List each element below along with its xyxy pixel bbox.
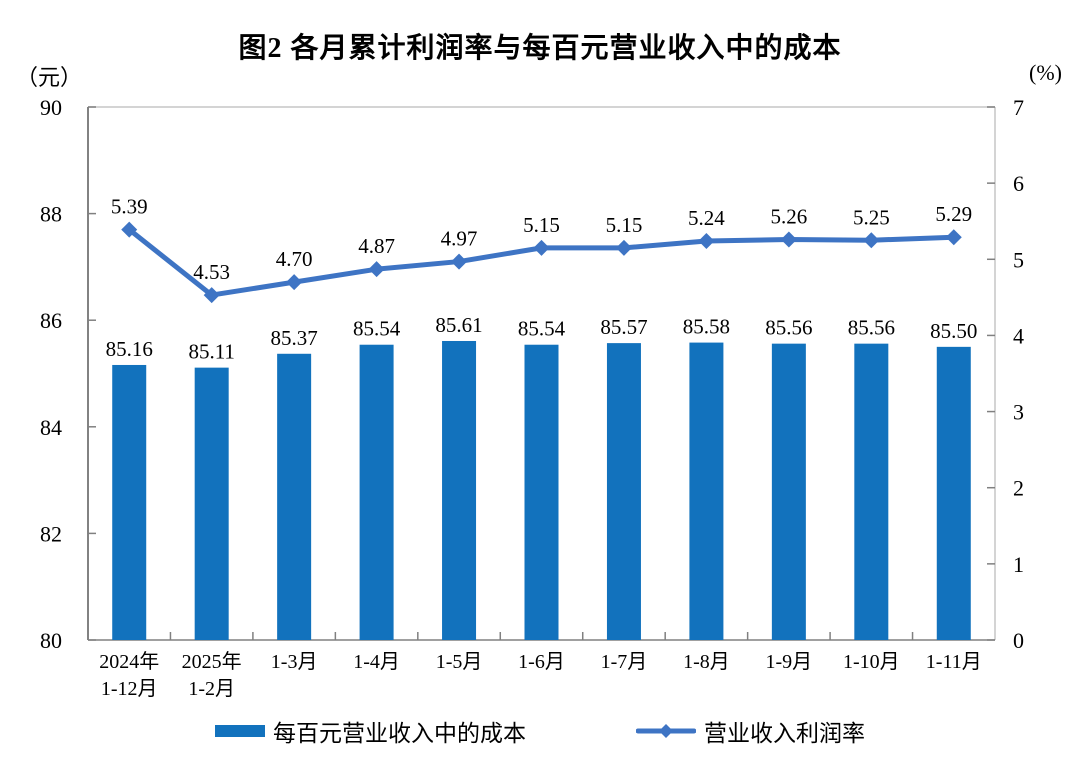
line-marker	[945, 229, 962, 246]
x-axis-label: 1-8月	[683, 651, 730, 673]
line-value-label: 5.15	[606, 213, 643, 237]
line-marker	[286, 274, 303, 291]
x-axis-label: 2025年 1-2月	[182, 650, 242, 700]
left-axis-tick-label: 90	[40, 95, 62, 120]
line-marker	[533, 239, 550, 256]
bar	[689, 342, 724, 640]
legend-item-cost: 每百元营业收入中的成本	[215, 714, 526, 748]
bar-value-label: 85.50	[930, 319, 977, 343]
x-axis-label: 1-10月	[843, 651, 900, 673]
x-axis-label: 1-7月	[601, 651, 648, 673]
bar-series-swatch-icon	[215, 725, 265, 737]
bar-value-label: 85.56	[765, 316, 812, 340]
x-axis-label: 1-3月	[271, 651, 318, 673]
x-axis-label: 1-4月	[353, 651, 400, 673]
bar	[524, 344, 559, 640]
line-value-label: 5.26	[770, 204, 807, 228]
bar	[936, 346, 971, 640]
bar	[442, 340, 477, 640]
bar	[854, 343, 889, 640]
line-marker	[451, 253, 468, 270]
bar-value-label: 85.61	[435, 313, 482, 337]
x-axis-label: 1-5月	[436, 651, 483, 673]
line-marker	[121, 221, 138, 238]
bar-value-label: 85.54	[353, 317, 401, 341]
line-value-label: 5.24	[688, 206, 725, 230]
line-marker	[780, 231, 797, 248]
left-axis-tick-label: 84	[40, 415, 62, 440]
line-marker	[203, 287, 220, 304]
right-axis-tick-label: 4	[1013, 323, 1024, 348]
chart-canvas: 80 82 84 86 88 90 0 1 2 3 4 5 6 7 85.16 85.11 85.37 85.54…	[40, 95, 1024, 700]
left-axis-tick-label: 80	[40, 628, 62, 653]
left-axis-tick-label: 86	[40, 308, 62, 333]
chart-title: 图2 各月累计利润率与每百元营业收入中的成本	[238, 33, 842, 64]
bar	[194, 367, 229, 640]
line-marker	[863, 232, 880, 249]
x-axis-label: 1-11月	[926, 651, 982, 673]
legend-label-profit: 营业收入利润率	[704, 721, 865, 746]
x-axis-label: 1-6月	[518, 651, 565, 673]
bar	[606, 343, 641, 640]
line-value-label: 5.25	[853, 205, 890, 229]
bar-value-label: 85.11	[188, 340, 234, 364]
line-series-swatch-icon	[636, 724, 696, 738]
bar-value-label: 85.57	[600, 315, 647, 339]
bar-value-label: 85.37	[271, 326, 318, 350]
left-axis-tick-label: 82	[40, 521, 62, 546]
right-axis-tick-label: 6	[1013, 171, 1024, 196]
right-axis-tick-label: 5	[1013, 247, 1024, 272]
right-axis-unit: (%)	[1029, 60, 1062, 85]
bar-value-label: 85.16	[106, 337, 153, 361]
line-marker	[615, 239, 632, 256]
bar	[112, 364, 147, 640]
legend-label-cost: 每百元营业收入中的成本	[273, 721, 526, 746]
line-value-label: 5.39	[111, 195, 148, 219]
bar-value-label: 85.56	[848, 316, 895, 340]
bar-value-label: 85.54	[518, 317, 566, 341]
line-value-label: 4.70	[276, 247, 313, 271]
line-value-label: 4.97	[441, 227, 478, 251]
bar	[359, 344, 394, 640]
left-axis-tick-label: 88	[40, 202, 62, 227]
bar	[277, 353, 312, 640]
left-axis-unit: （元）	[16, 65, 83, 90]
bar	[771, 343, 806, 640]
x-axis-label: 2024年 1-12月	[99, 650, 159, 700]
line-value-label: 4.53	[193, 260, 230, 284]
legend-item-profit: 营业收入利润率	[636, 714, 865, 748]
line-marker	[368, 261, 385, 278]
right-axis-tick-label: 1	[1013, 552, 1024, 577]
x-axis-label: 1-9月	[766, 651, 813, 673]
right-axis-tick-label: 0	[1013, 628, 1024, 653]
right-axis-tick-label: 7	[1013, 95, 1024, 120]
line-value-label: 5.15	[523, 213, 560, 237]
line-series	[126, 227, 957, 298]
bar-value-label: 85.58	[683, 315, 730, 339]
legend: 每百元营业收入中的成本 营业收入利润率	[0, 714, 1080, 748]
line-value-label: 5.29	[935, 202, 972, 226]
right-axis-tick-label: 3	[1013, 400, 1024, 425]
line-value-label: 4.87	[358, 234, 395, 258]
right-axis-tick-label: 2	[1013, 476, 1024, 501]
line-marker	[698, 233, 715, 250]
